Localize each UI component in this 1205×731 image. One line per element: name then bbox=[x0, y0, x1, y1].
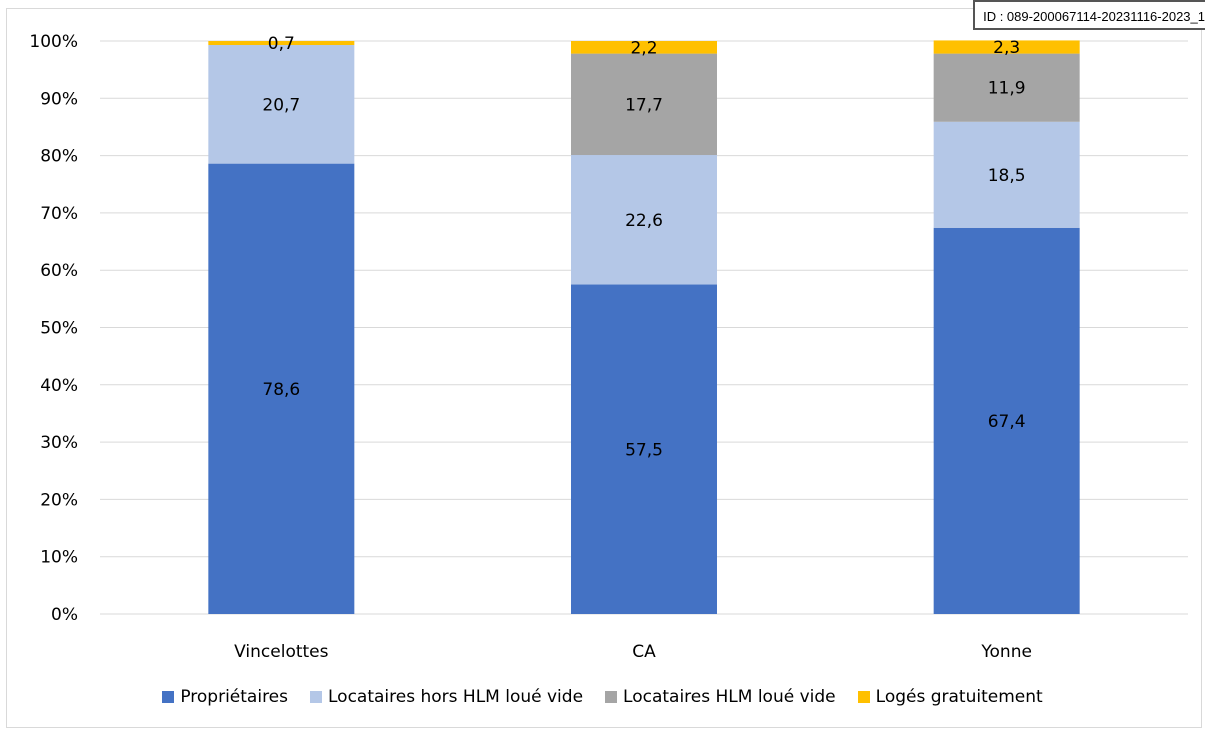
legend-swatch bbox=[857, 691, 870, 703]
legend-item: Locataires HLM loué vide bbox=[605, 687, 836, 707]
stacked-bar-chart: 0% 10% 20% 30% 40% 50% 60% 70% 80% 90% 100% 78,6 20… bbox=[29, 32, 1188, 662]
y-tick-label: 80% bbox=[40, 147, 78, 167]
y-tick-label: 30% bbox=[40, 433, 78, 453]
bar-segment bbox=[571, 53, 717, 156]
bar-segment bbox=[933, 53, 1080, 122]
document-id-stamp: ID : 089-200067114-20231116-2023_1 bbox=[973, 0, 1205, 30]
legend: Propriétaires Locataires hors HLM loué vi… bbox=[0, 687, 1205, 707]
bar-segment bbox=[933, 121, 1080, 228]
y-tick-label: 50% bbox=[40, 319, 78, 339]
legend-item: Locataires hors HLM loué vide bbox=[310, 687, 583, 707]
data-label: 2,2 bbox=[630, 38, 657, 58]
data-label: 17,7 bbox=[625, 95, 663, 115]
bar-segment bbox=[208, 163, 355, 614]
data-label: 11,9 bbox=[988, 79, 1026, 99]
legend-item: Propriétaires bbox=[162, 687, 288, 707]
y-tick-label: 70% bbox=[40, 204, 78, 224]
bar-segment bbox=[571, 284, 717, 614]
bar-segment bbox=[571, 155, 717, 285]
legend-label: Logés gratuitement bbox=[875, 687, 1043, 707]
y-tick-label: 20% bbox=[40, 490, 78, 510]
x-category-label: CA bbox=[632, 642, 656, 662]
y-tick-label: 90% bbox=[40, 89, 78, 109]
legend-label: Locataires HLM loué vide bbox=[623, 687, 836, 707]
legend-label: Locataires hors HLM loué vide bbox=[328, 687, 584, 707]
y-axis-tick-labels: 0% 10% 20% 30% 40% 50% 60% 70% 80% 90% 100% bbox=[29, 32, 78, 625]
legend-item: Logés gratuitement bbox=[857, 687, 1043, 707]
bars: 78,6 20,7 0,7 57,5 22,6 17,7 2,2 67,4 18,5 11,9 2,… bbox=[208, 34, 1080, 614]
legend-label: Propriétaires bbox=[180, 687, 288, 707]
y-tick-label: 60% bbox=[40, 261, 78, 281]
y-tick-label: 0% bbox=[51, 605, 78, 625]
y-tick-label: 100% bbox=[29, 32, 78, 52]
bar-segment bbox=[208, 41, 355, 46]
data-label: 57,5 bbox=[625, 440, 663, 460]
data-label: 0,7 bbox=[268, 34, 295, 54]
data-label: 18,5 bbox=[988, 166, 1026, 186]
data-label: 22,6 bbox=[625, 211, 663, 231]
x-category-label: Yonne bbox=[980, 642, 1032, 662]
y-tick-label: 10% bbox=[40, 548, 78, 568]
bar-segment bbox=[571, 41, 717, 54]
data-label: 78,6 bbox=[262, 380, 300, 400]
bar-segment bbox=[208, 45, 355, 164]
y-tick-label: 40% bbox=[40, 376, 78, 396]
data-label: 20,7 bbox=[262, 95, 300, 115]
legend-swatch bbox=[605, 691, 618, 703]
bar-segment bbox=[933, 227, 1080, 614]
data-label: 67,4 bbox=[988, 412, 1026, 432]
bar-segment bbox=[933, 40, 1080, 54]
legend-swatch bbox=[162, 691, 175, 703]
x-axis-category-labels: Vincelottes CA Yonne bbox=[234, 642, 1032, 662]
x-category-label: Vincelottes bbox=[234, 642, 328, 662]
legend-swatch bbox=[310, 691, 322, 703]
data-label: 2,3 bbox=[993, 38, 1020, 58]
